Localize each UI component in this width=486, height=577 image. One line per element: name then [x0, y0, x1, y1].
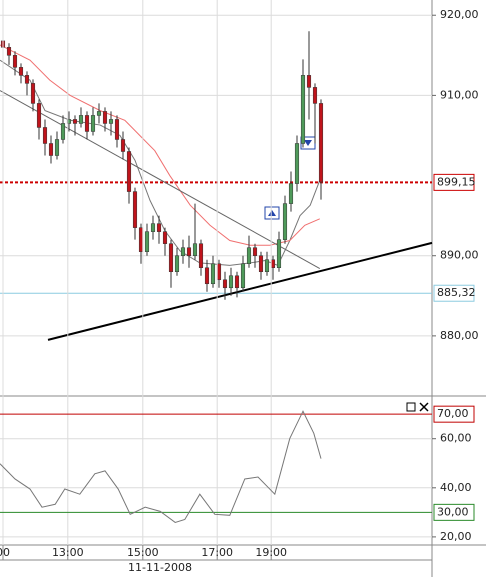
candle-body: [168, 243, 174, 272]
candle-body: [120, 139, 126, 152]
candle-body: [54, 139, 60, 156]
level-label-box: [433, 405, 475, 423]
candle-body: [192, 243, 198, 256]
candle-body: [36, 103, 42, 128]
candle-body: [12, 55, 18, 68]
candle-body: [318, 103, 324, 183]
line: [47, 241, 433, 341]
x-tick-label: 19:00: [255, 546, 287, 559]
candle-body: [312, 87, 318, 104]
candle-body: [288, 183, 294, 204]
y-tick-label: 880,00: [440, 329, 479, 342]
x-tick-label: 13:00: [52, 546, 84, 559]
candle-body: [30, 83, 36, 104]
candle-body: [306, 75, 312, 88]
candle-body: [132, 191, 138, 228]
level-label-box: [433, 173, 475, 191]
candle-body: [258, 255, 264, 272]
line: [0, 410, 322, 523]
level-label-box: [433, 284, 475, 302]
candle-body: [60, 123, 66, 140]
x-tick-label: 17:00: [201, 546, 233, 559]
candle-body: [102, 111, 108, 124]
level-label: 70,00: [437, 407, 469, 420]
candle-body: [204, 267, 210, 285]
candle-body: [156, 223, 162, 232]
level-label: 885,32: [437, 286, 476, 299]
candle-body: [240, 263, 246, 289]
candle-body: [216, 263, 222, 281]
x-tick-label: 15:00: [127, 546, 159, 559]
sell-signal-icon: [304, 140, 312, 146]
candle-body: [234, 275, 240, 289]
candle-body: [84, 115, 90, 132]
candle-body: [252, 247, 258, 256]
candle-body: [138, 227, 144, 252]
candle-body: [90, 115, 96, 132]
line: [0, 90, 321, 269]
x-axis-label: 11-11-2008: [128, 561, 192, 574]
candle-body: [294, 143, 300, 184]
candle-body: [108, 119, 114, 124]
candle-body: [210, 263, 216, 285]
candle-body: [300, 75, 306, 144]
candle-body: [162, 231, 168, 244]
candle-body: [144, 231, 150, 252]
candle-body: [174, 255, 180, 272]
candle-body: [114, 119, 120, 140]
candle-body: [96, 111, 102, 116]
candle-body: [150, 223, 156, 232]
candle-body: [180, 247, 186, 256]
candle-body: [66, 119, 72, 124]
candle-body: [228, 275, 234, 289]
buy-signal-icon: [268, 210, 276, 216]
line: [0, 44, 320, 246]
candle-body: [186, 247, 192, 256]
candle-body: [276, 239, 282, 268]
candle-body: [72, 119, 78, 124]
candle-body: [222, 279, 228, 289]
candle-body: [42, 127, 48, 144]
candle-body: [24, 75, 30, 84]
y-tick-label: 920,00: [440, 8, 479, 21]
y-tick-label: 890,00: [440, 249, 479, 262]
level-label: 899,15: [437, 175, 476, 188]
x-tick-label: 00: [0, 546, 10, 559]
level-label: 30,00: [437, 505, 469, 518]
candle-body: [6, 47, 12, 56]
candle-body: [246, 247, 252, 264]
y-tick-label: 20,00: [440, 530, 472, 543]
candle-body: [126, 151, 132, 192]
close-icon[interactable]: [419, 402, 429, 412]
maximize-icon[interactable]: [406, 402, 416, 412]
candle-body: [48, 143, 54, 156]
y-tick-label: 40,00: [440, 481, 472, 494]
candle-body: [270, 259, 276, 268]
candle-body: [18, 67, 24, 76]
level-label-box: [433, 503, 475, 521]
y-tick-label: 910,00: [440, 88, 479, 101]
candle-body: [282, 203, 288, 240]
y-tick-label: 60,00: [440, 432, 472, 445]
candle-body: [198, 243, 204, 268]
candle-body: [78, 115, 84, 124]
candle-body: [264, 259, 270, 272]
